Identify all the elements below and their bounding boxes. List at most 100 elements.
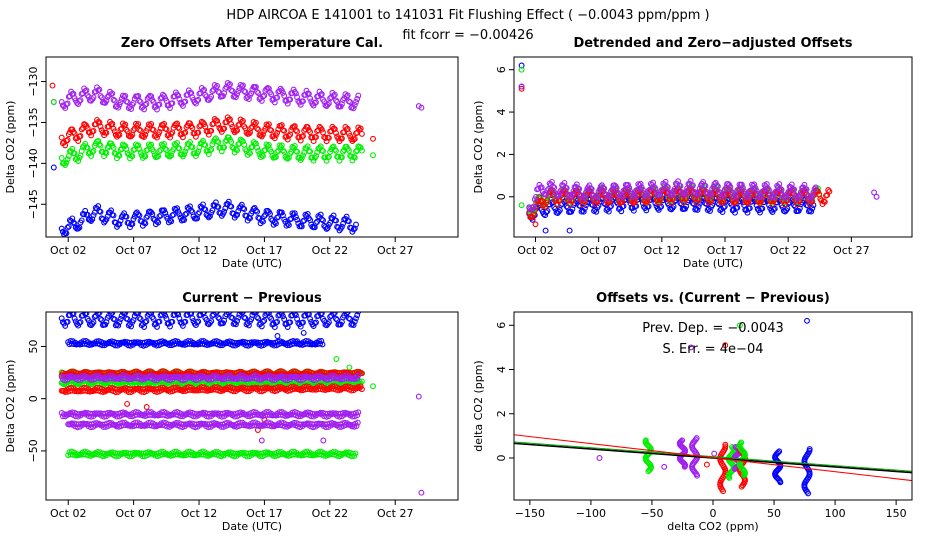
series-purple	[58, 372, 362, 384]
outlier-point	[415, 393, 422, 400]
data-point	[334, 98, 341, 105]
data-point	[248, 90, 255, 97]
data-point	[254, 125, 261, 132]
data-point	[182, 211, 189, 218]
data-point	[278, 142, 285, 149]
data-point	[156, 101, 163, 108]
data-point	[551, 184, 558, 191]
data-point	[156, 129, 163, 135]
data-point	[189, 125, 196, 131]
data-point	[240, 82, 246, 89]
cluster-9	[801, 446, 813, 497]
data-point	[324, 225, 331, 231]
data-point	[216, 315, 223, 322]
data-point	[353, 148, 359, 155]
y-tick-label: 50	[27, 339, 40, 353]
data-point	[580, 208, 587, 215]
data-point	[778, 186, 785, 193]
data-point	[209, 141, 216, 148]
fit-line	[514, 434, 912, 482]
data-point	[145, 121, 152, 128]
data-point	[245, 96, 252, 103]
x-axis-label: Date (UTC)	[683, 257, 743, 270]
outlier-point	[703, 461, 710, 468]
data-point	[58, 99, 65, 105]
data-point	[327, 219, 334, 226]
data-point	[347, 133, 354, 139]
data-point	[86, 342, 93, 348]
data-point	[746, 205, 753, 212]
data-point	[752, 185, 759, 191]
data-point	[333, 315, 339, 322]
data-point	[671, 185, 678, 192]
data-point	[733, 198, 740, 205]
data-point	[129, 221, 136, 228]
data-point	[634, 186, 641, 193]
data-point	[316, 338, 322, 345]
data-point	[64, 137, 71, 143]
data-layer	[518, 62, 880, 234]
data-point	[205, 151, 212, 158]
data-point	[707, 208, 713, 214]
data-point	[97, 208, 104, 215]
data-point	[635, 181, 642, 188]
data-point	[335, 375, 342, 382]
data-point	[121, 312, 128, 317]
data-point	[235, 314, 242, 321]
y-axis-label: Delta CO2 (ppm)	[4, 101, 17, 194]
data-point	[189, 315, 196, 322]
data-point	[542, 203, 549, 210]
series-blue	[58, 312, 362, 331]
data-point	[785, 188, 792, 195]
data-point	[260, 318, 266, 325]
data-point	[62, 105, 69, 112]
data-point	[354, 375, 361, 382]
data-point	[272, 220, 279, 227]
data-point	[170, 211, 177, 218]
data-point	[162, 145, 169, 152]
data-point	[268, 315, 275, 322]
data-point	[313, 99, 319, 106]
data-point	[167, 134, 173, 141]
data-point	[776, 448, 783, 455]
data-point	[300, 98, 306, 105]
y-tick-label: 0	[27, 395, 40, 402]
data-point	[71, 220, 78, 227]
data-point	[637, 180, 644, 187]
data-point	[182, 318, 189, 325]
y-tick-label: 0	[495, 454, 508, 461]
data-point	[235, 207, 242, 214]
data-point	[77, 319, 84, 326]
data-point	[208, 146, 215, 153]
data-point	[245, 130, 252, 137]
data-point	[354, 312, 361, 319]
x-axis-label: delta CO2 (ppm)	[667, 520, 758, 533]
series-purple	[65, 419, 361, 431]
data-point	[142, 319, 149, 326]
data-point	[292, 127, 299, 134]
outlier-point	[274, 333, 281, 339]
data-point	[320, 148, 326, 155]
data-point	[803, 186, 810, 193]
data-point	[737, 440, 744, 447]
data-point	[677, 183, 684, 189]
data-point	[307, 316, 314, 322]
data-point	[88, 153, 95, 159]
x-tick-label: Oct 12	[644, 244, 681, 257]
y-tick-label: −50	[27, 439, 40, 462]
data-point	[252, 207, 259, 214]
data-point	[644, 192, 651, 199]
data-point	[619, 193, 626, 200]
data-point	[195, 129, 202, 136]
data-point	[759, 205, 766, 212]
data-point	[626, 184, 633, 191]
data-point	[667, 196, 674, 203]
data-point	[195, 96, 202, 103]
data-point	[135, 121, 142, 128]
series-purple	[526, 178, 819, 214]
data-point	[182, 129, 189, 136]
data-point	[263, 121, 270, 128]
data-point	[232, 94, 239, 101]
outlier-point	[722, 342, 729, 349]
